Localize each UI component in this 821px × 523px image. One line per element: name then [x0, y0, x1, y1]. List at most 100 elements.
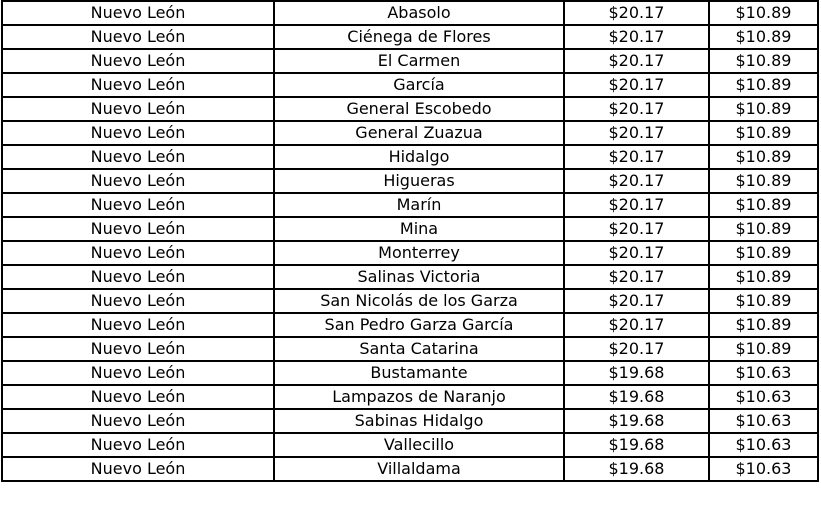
table-body: Nuevo León Abasolo $20.17 $10.89 Nuevo León C…: [1, 0, 819, 482]
municipality-cell: Lampazos de Naranjo: [273, 384, 565, 410]
price2-cell: $10.89: [708, 192, 819, 218]
price2-cell: $10.89: [708, 312, 819, 338]
price1-cell: $20.17: [563, 264, 710, 290]
price2-cell: $10.89: [708, 24, 819, 50]
price-table: Nuevo León Abasolo $20.17 $10.89 Nuevo León C…: [1, 0, 819, 482]
price1-cell: $19.68: [563, 456, 710, 482]
price2-cell: $10.89: [708, 96, 819, 122]
price1-cell: $20.17: [563, 48, 710, 74]
price2-cell: $10.89: [708, 168, 819, 194]
price1-cell: $20.17: [563, 24, 710, 50]
price1-cell: $20.17: [563, 216, 710, 242]
price1-cell: $20.17: [563, 312, 710, 338]
price1-cell: $19.68: [563, 384, 710, 410]
table-row: Nuevo León Salinas Victoria $20.17 $10.89: [1, 264, 819, 290]
price1-cell: $20.17: [563, 336, 710, 362]
state-cell: Nuevo León: [1, 336, 275, 362]
price2-cell: $10.63: [708, 384, 819, 410]
state-cell: Nuevo León: [1, 192, 275, 218]
table-row: Nuevo León Marín $20.17 $10.89: [1, 192, 819, 218]
municipality-cell: San Pedro Garza García: [273, 312, 565, 338]
municipality-cell: General Zuazua: [273, 120, 565, 146]
municipality-cell: Higueras: [273, 168, 565, 194]
price1-cell: $19.68: [563, 408, 710, 434]
municipality-cell: Monterrey: [273, 240, 565, 266]
table-row: Nuevo León Villaldama $19.68 $10.63: [1, 456, 819, 482]
state-cell: Nuevo León: [1, 96, 275, 122]
municipality-cell: Marín: [273, 192, 565, 218]
municipality-cell: Mina: [273, 216, 565, 242]
table-row: Nuevo León Higueras $20.17 $10.89: [1, 168, 819, 194]
table-row: Nuevo León Vallecillo $19.68 $10.63: [1, 432, 819, 458]
state-cell: Nuevo León: [1, 72, 275, 98]
state-cell: Nuevo León: [1, 384, 275, 410]
state-cell: Nuevo León: [1, 144, 275, 170]
state-cell: Nuevo León: [1, 168, 275, 194]
price1-cell: $19.68: [563, 432, 710, 458]
municipality-cell: Sabinas Hidalgo: [273, 408, 565, 434]
table-row: Nuevo León Lampazos de Naranjo $19.68 $10.6…: [1, 384, 819, 410]
table-row: Nuevo León Monterrey $20.17 $10.89: [1, 240, 819, 266]
state-cell: Nuevo León: [1, 24, 275, 50]
price2-cell: $10.89: [708, 0, 819, 26]
municipality-cell: García: [273, 72, 565, 98]
price2-cell: $10.89: [708, 336, 819, 362]
state-cell: Nuevo León: [1, 408, 275, 434]
municipality-cell: San Nicolás de los Garza: [273, 288, 565, 314]
price2-cell: $10.89: [708, 240, 819, 266]
municipality-cell: Hidalgo: [273, 144, 565, 170]
price1-cell: $20.17: [563, 168, 710, 194]
price2-cell: $10.89: [708, 216, 819, 242]
price2-cell: $10.89: [708, 48, 819, 74]
municipality-cell: Villaldama: [273, 456, 565, 482]
table-row: Nuevo León Santa Catarina $20.17 $10.89: [1, 336, 819, 362]
table-row: Nuevo León Ciénega de Flores $20.17 $10.89: [1, 24, 819, 50]
municipality-cell: General Escobedo: [273, 96, 565, 122]
table-row: Nuevo León El Carmen $20.17 $10.89: [1, 48, 819, 74]
price1-cell: $20.17: [563, 96, 710, 122]
municipality-cell: Ciénega de Flores: [273, 24, 565, 50]
table-row: Nuevo León San Pedro Garza García $20.17 $1…: [1, 312, 819, 338]
price2-cell: $10.63: [708, 408, 819, 434]
municipality-cell: Santa Catarina: [273, 336, 565, 362]
municipality-cell: Salinas Victoria: [273, 264, 565, 290]
table-row: Nuevo León Bustamante $19.68 $10.63: [1, 360, 819, 386]
price2-cell: $10.89: [708, 264, 819, 290]
state-cell: Nuevo León: [1, 216, 275, 242]
price1-cell: $20.17: [563, 120, 710, 146]
price1-cell: $20.17: [563, 240, 710, 266]
state-cell: Nuevo León: [1, 360, 275, 386]
price1-cell: $19.68: [563, 360, 710, 386]
state-cell: Nuevo León: [1, 432, 275, 458]
state-cell: Nuevo León: [1, 48, 275, 74]
price2-cell: $10.63: [708, 360, 819, 386]
state-cell: Nuevo León: [1, 120, 275, 146]
price2-cell: $10.89: [708, 72, 819, 98]
table-row: Nuevo León Sabinas Hidalgo $19.68 $10.63: [1, 408, 819, 434]
price2-cell: $10.89: [708, 288, 819, 314]
municipality-cell: Abasolo: [273, 0, 565, 26]
state-cell: Nuevo León: [1, 240, 275, 266]
state-cell: Nuevo León: [1, 288, 275, 314]
price1-cell: $20.17: [563, 72, 710, 98]
state-cell: Nuevo León: [1, 264, 275, 290]
price2-cell: $10.89: [708, 144, 819, 170]
table-row: Nuevo León San Nicolás de los Garza $20.17…: [1, 288, 819, 314]
price1-cell: $20.17: [563, 144, 710, 170]
price1-cell: $20.17: [563, 192, 710, 218]
table-row: Nuevo León General Zuazua $20.17 $10.89: [1, 120, 819, 146]
state-cell: Nuevo León: [1, 312, 275, 338]
price2-cell: $10.63: [708, 432, 819, 458]
municipality-cell: Bustamante: [273, 360, 565, 386]
price1-cell: $20.17: [563, 288, 710, 314]
table-row: Nuevo León General Escobedo $20.17 $10.89: [1, 96, 819, 122]
table-row: Nuevo León García $20.17 $10.89: [1, 72, 819, 98]
price1-cell: $20.17: [563, 0, 710, 26]
municipality-cell: Vallecillo: [273, 432, 565, 458]
price2-cell: $10.89: [708, 120, 819, 146]
state-cell: Nuevo León: [1, 0, 275, 26]
table-row: Nuevo León Hidalgo $20.17 $10.89: [1, 144, 819, 170]
table-row: Nuevo León Mina $20.17 $10.89: [1, 216, 819, 242]
state-cell: Nuevo León: [1, 456, 275, 482]
municipality-cell: El Carmen: [273, 48, 565, 74]
